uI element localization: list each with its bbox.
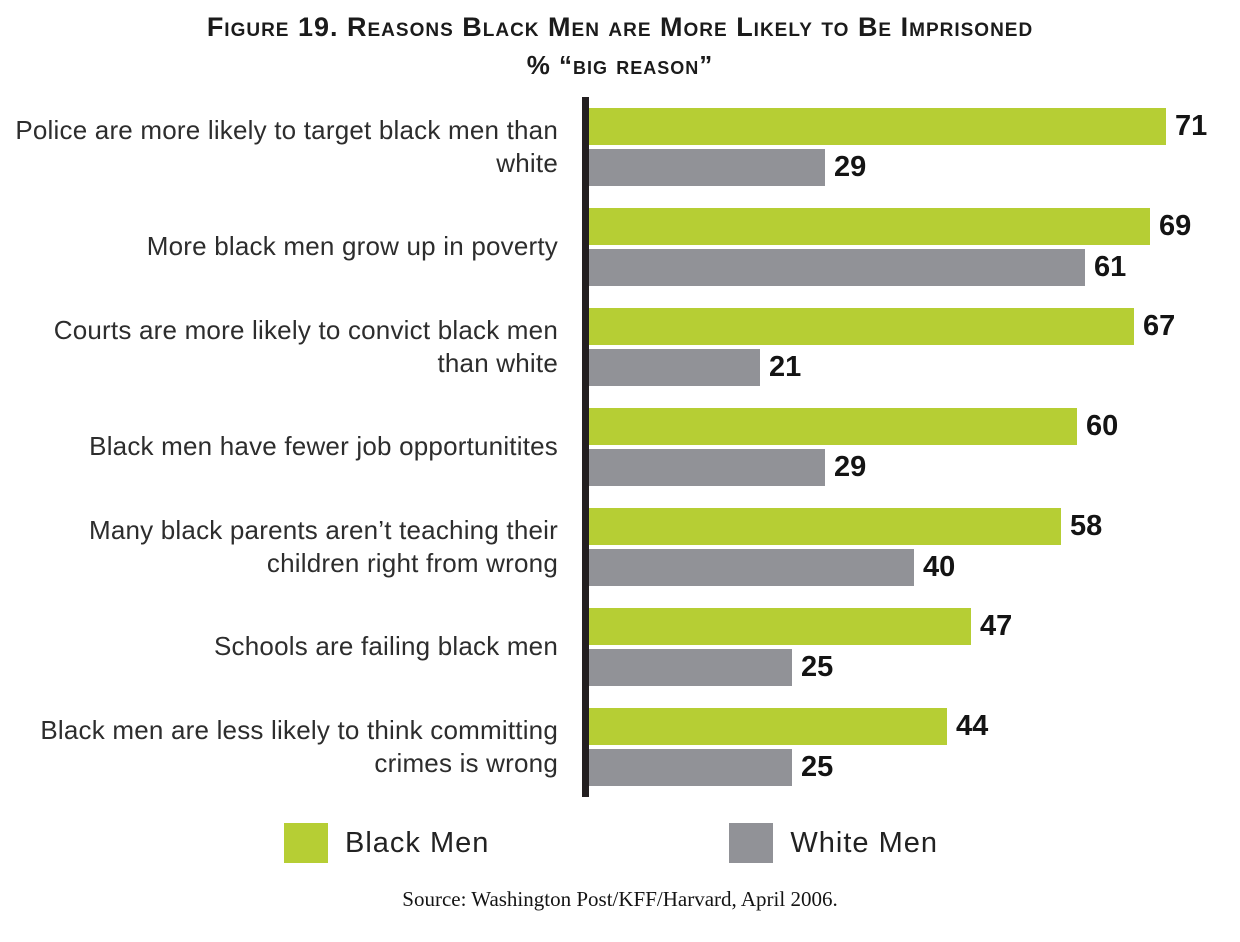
value-label: 69	[1159, 210, 1192, 242]
black-men-bar	[589, 108, 1166, 145]
white-men-bar	[589, 349, 760, 386]
bar-line: 21	[589, 349, 1240, 386]
bar-line: 29	[589, 449, 1240, 486]
chart-row: More black men grow up in poverty 69 61	[0, 197, 1240, 297]
category-label: Courts are more likely to convict black …	[53, 314, 558, 378]
bar-line: 61	[589, 249, 1240, 286]
category-label: Black men have fewer job opportunitites	[89, 431, 558, 462]
bar-line: 25	[589, 749, 1240, 786]
chart-title: Figure 19. Reasons Black Men are More Li…	[206, 12, 1034, 42]
value-label: 40	[923, 551, 956, 583]
black-men-swatch	[284, 823, 328, 863]
white-men-bar	[589, 749, 792, 786]
white-men-swatch	[729, 823, 774, 863]
bar-line: 67	[589, 308, 1240, 345]
source-note: Source: Washington Post/KFF/Harvard, Apr…	[402, 887, 838, 911]
bar-line: 60	[589, 408, 1240, 445]
black-men-bar	[589, 708, 947, 745]
legend-label-white-men: White Men	[790, 826, 938, 859]
white-men-bar	[589, 549, 914, 586]
bar-group: 69 61	[582, 197, 1240, 297]
value-label: 25	[801, 651, 834, 683]
black-men-bar	[589, 408, 1077, 445]
white-men-bar	[589, 649, 792, 686]
category-label: Many black parents aren’t teaching their…	[88, 514, 558, 578]
chart-row: Courts are more likely to convict black …	[0, 297, 1240, 397]
bar-group: 71 29	[582, 97, 1240, 197]
value-label: 47	[980, 610, 1013, 642]
value-label: 61	[1094, 251, 1127, 283]
bar-line: 71	[589, 108, 1240, 145]
value-label: 44	[956, 710, 989, 742]
value-label: 58	[1070, 510, 1103, 542]
value-label: 67	[1143, 310, 1176, 342]
bar-line: 69	[589, 208, 1240, 245]
chart-subtitle: % “big reason”	[526, 50, 714, 80]
category-label: Police are more likely to target black m…	[15, 114, 558, 178]
bar-group: 47 25	[582, 597, 1240, 697]
black-men-bar	[589, 208, 1150, 245]
chart-row: Schools are failing black men 47 25	[0, 597, 1240, 697]
chart-row: Black men have fewer job opportunitites 6…	[0, 397, 1240, 497]
legend-label-black-men: Black Men	[345, 826, 490, 859]
bar-line: 40	[589, 549, 1240, 586]
legend: Black Men White Men	[0, 823, 1240, 863]
chart-row: Black men are less likely to think commi…	[0, 697, 1240, 797]
legend-item-white-men: White Men	[729, 823, 938, 863]
value-label: 25	[801, 751, 834, 783]
black-men-bar	[589, 308, 1134, 345]
white-men-bar	[589, 449, 825, 486]
chart-body: Police are more likely to target black m…	[0, 97, 1240, 797]
black-men-bar	[589, 608, 971, 645]
black-men-bar	[589, 508, 1061, 545]
category-label: Schools are failing black men	[214, 631, 558, 662]
value-label: 60	[1086, 410, 1119, 442]
value-label: 21	[769, 351, 802, 383]
category-label: More black men grow up in poverty	[146, 231, 558, 262]
bar-group: 60 29	[582, 397, 1240, 497]
bar-group: 67 21	[582, 297, 1240, 397]
chart-header: Figure 19. Reasons Black Men are More Li…	[0, 0, 1240, 81]
chart-row: Police are more likely to target black m…	[0, 97, 1240, 197]
bar-line: 47	[589, 608, 1240, 645]
legend-item-black-men: Black Men	[284, 823, 489, 863]
value-label: 29	[834, 451, 867, 483]
bar-group: 44 25	[582, 697, 1240, 797]
category-label: Black men are less likely to think commi…	[40, 714, 558, 778]
bar-chart: Police are more likely to target black m…	[0, 97, 1240, 797]
bar-line: 29	[589, 149, 1240, 186]
white-men-bar	[589, 249, 1085, 286]
bar-line: 25	[589, 649, 1240, 686]
value-label: 71	[1175, 110, 1208, 142]
white-men-bar	[589, 149, 825, 186]
bar-line: 44	[589, 708, 1240, 745]
value-label: 29	[834, 151, 867, 183]
bar-line: 58	[589, 508, 1240, 545]
bar-group: 58 40	[582, 497, 1240, 597]
chart-row: Many black parents aren’t teaching their…	[0, 497, 1240, 597]
